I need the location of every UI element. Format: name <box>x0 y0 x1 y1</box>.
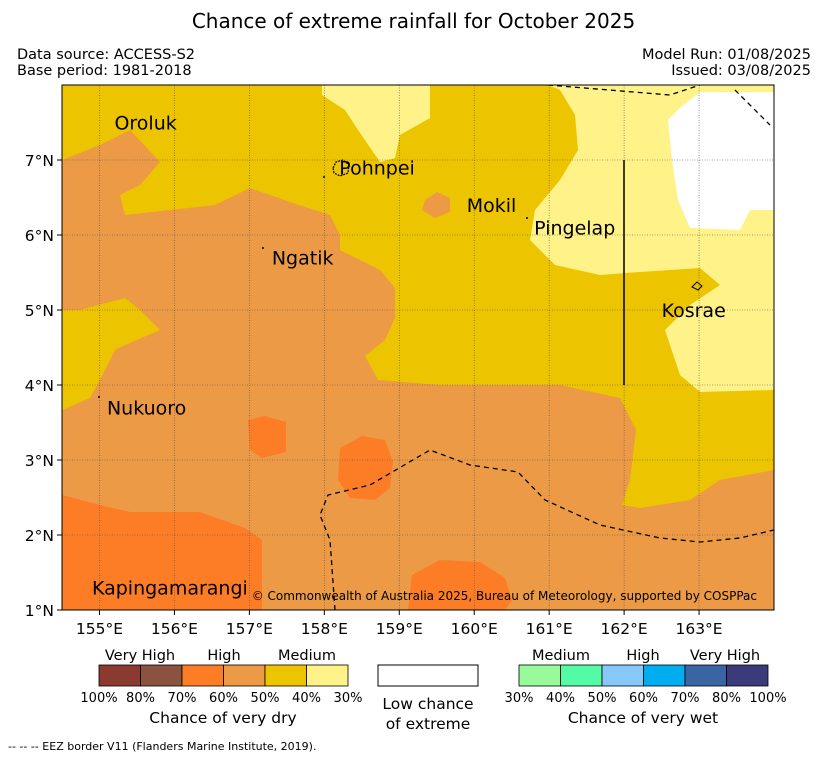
dry-legend-tick: 40% <box>292 691 321 706</box>
wet-legend-tick: 100% <box>749 691 786 706</box>
dry-legend-tick: 60% <box>209 691 238 706</box>
x-tick-label: 162°E <box>601 620 648 638</box>
region-dry-30-50-top <box>322 85 430 162</box>
dry-legend-head: Medium <box>278 648 336 664</box>
kosrae-outline <box>691 281 703 291</box>
issued-date: Issued: 03/08/2025 <box>671 63 811 79</box>
place-label-pohnpei: Pohnpei <box>339 158 415 180</box>
region-dry-70-80-sw <box>62 495 262 610</box>
wet-legend-swatch <box>518 664 561 687</box>
x-tick-label: 155°E <box>76 620 123 638</box>
dry-legend-head: High <box>207 648 240 664</box>
place-label-mokil: Mokil <box>467 195 517 217</box>
eez-borders <box>319 85 774 610</box>
place-labels: Oroluk Pohnpei Mokil Pingelap Ngatik Kosrae Nu… <box>92 113 726 600</box>
y-tick-label: 5°N <box>25 302 54 320</box>
low-chance-legend: Low chance of extreme <box>377 664 479 733</box>
low-chance-label-1: Low chance <box>382 695 473 713</box>
place-label-nukuoro: Nukuoro <box>107 398 186 420</box>
latitude-ticks: 1°N 2°N 3°N 4°N 5°N 6°N 7°N <box>25 152 62 620</box>
map-title: Chance of extreme rainfall for October 2… <box>191 9 636 33</box>
y-tick-label: 7°N <box>25 152 54 170</box>
x-tick-label: 158°E <box>301 620 348 638</box>
dry-legend-swatch <box>223 664 266 687</box>
wet-legend-swatch <box>684 664 727 687</box>
ant-atoll-dot <box>323 176 325 178</box>
wet-legend-swatch <box>601 664 644 687</box>
wet-legend-swatch <box>643 664 686 687</box>
wet-legend-label: Chance of very wet <box>568 709 718 727</box>
dry-legend-swatch <box>264 664 307 687</box>
map-fill-layer <box>62 85 774 610</box>
x-tick-label: 163°E <box>675 620 722 638</box>
dry-legend-swatch <box>98 664 141 687</box>
longitude-ticks: 155°E 156°E 157°E 158°E 159°E 160°E 161°E 162°E… <box>76 610 723 638</box>
dry-legend-tick: 50% <box>251 691 280 706</box>
region-dry-60-70 <box>62 130 774 610</box>
model-run: Model Run: 01/08/2025 <box>641 47 811 63</box>
x-tick-label: 157°E <box>226 620 273 638</box>
dry-legend-head: Very High <box>105 648 175 664</box>
ngatik-dot <box>262 247 264 249</box>
eez-border-north <box>547 85 701 96</box>
dry-legend-swatch <box>306 664 349 687</box>
y-tick-label: 4°N <box>25 377 54 395</box>
dry-legend-tick: 80% <box>126 691 155 706</box>
wet-legend-head: Very High <box>690 648 760 664</box>
y-tick-label: 1°N <box>25 602 54 620</box>
pohnpei-outline <box>332 159 350 177</box>
map-frame <box>61 84 775 611</box>
place-label-pingelap: Pingelap <box>534 218 615 240</box>
source-info: Data source: ACCESS-S2 Base period: 1981… <box>17 47 195 79</box>
x-tick-label: 159°E <box>376 620 423 638</box>
wet-legend-tick: 30% <box>505 691 534 706</box>
wet-legend-tick: 40% <box>546 691 575 706</box>
run-info: Model Run: 01/08/2025 Issued: 03/08/2025 <box>642 47 811 79</box>
data-source: Data source: ACCESS-S2 <box>17 47 196 63</box>
wet-legend-head: Medium <box>532 648 590 664</box>
place-label-kapingamarangi: Kapingamarangi <box>92 578 248 600</box>
wet-legend-tick: 60% <box>629 691 658 706</box>
dry-legend-tick: 70% <box>168 691 197 706</box>
place-label-oroluk: Oroluk <box>114 113 176 135</box>
place-label-ngatik: Ngatik <box>272 248 334 270</box>
dry-legend-swatch <box>181 664 224 687</box>
region-dry-60-70-mokil <box>422 192 450 218</box>
wet-legend-tick: 80% <box>712 691 741 706</box>
place-label-kosrae: Kosrae <box>662 300 726 322</box>
dry-legend-swatch <box>140 664 183 687</box>
region-low-chance <box>668 92 774 230</box>
y-tick-label: 6°N <box>25 227 54 245</box>
wet-legend-swatch <box>726 664 769 687</box>
y-tick-label: 2°N <box>25 527 54 545</box>
x-tick-label: 161°E <box>526 620 573 638</box>
copyright-notice: © Commonwealth of Australia 2025, Bureau… <box>252 589 757 603</box>
wet-legend-tick: 70% <box>671 691 700 706</box>
dry-legend-label: Chance of very dry <box>149 709 296 727</box>
y-tick-label: 3°N <box>25 452 54 470</box>
x-tick-label: 160°E <box>451 620 498 638</box>
dry-legend-tick: 100% <box>80 691 117 706</box>
eez-footnote: -- -- -- EEZ border V11 (Flanders Marine… <box>8 740 317 753</box>
wet-legend-swatch <box>560 664 603 687</box>
low-chance-swatch <box>377 664 479 687</box>
wet-legend-head: High <box>626 648 659 664</box>
pingelap-dot <box>526 217 528 219</box>
low-chance-label-2: of extreme <box>386 715 471 733</box>
region-dry-70-80-south <box>408 560 512 610</box>
region-dry-70-80-mid <box>248 416 286 458</box>
region-dry-70-80-east <box>338 436 393 500</box>
nukuoro-dot <box>98 396 100 398</box>
dry-legend: Very High High Medium 100% 80% 70% 60% 50% 40% 30… <box>80 648 362 727</box>
wet-legend: Medium High Very High 30% 40% 50% 60% 70% 80% 100… <box>505 648 787 727</box>
base-period: Base period: 1981-2018 <box>17 63 192 79</box>
eez-border-south <box>319 449 774 610</box>
wet-legend-tick: 50% <box>588 691 617 706</box>
x-tick-label: 156°E <box>151 620 198 638</box>
dry-legend-tick: 30% <box>334 691 363 706</box>
